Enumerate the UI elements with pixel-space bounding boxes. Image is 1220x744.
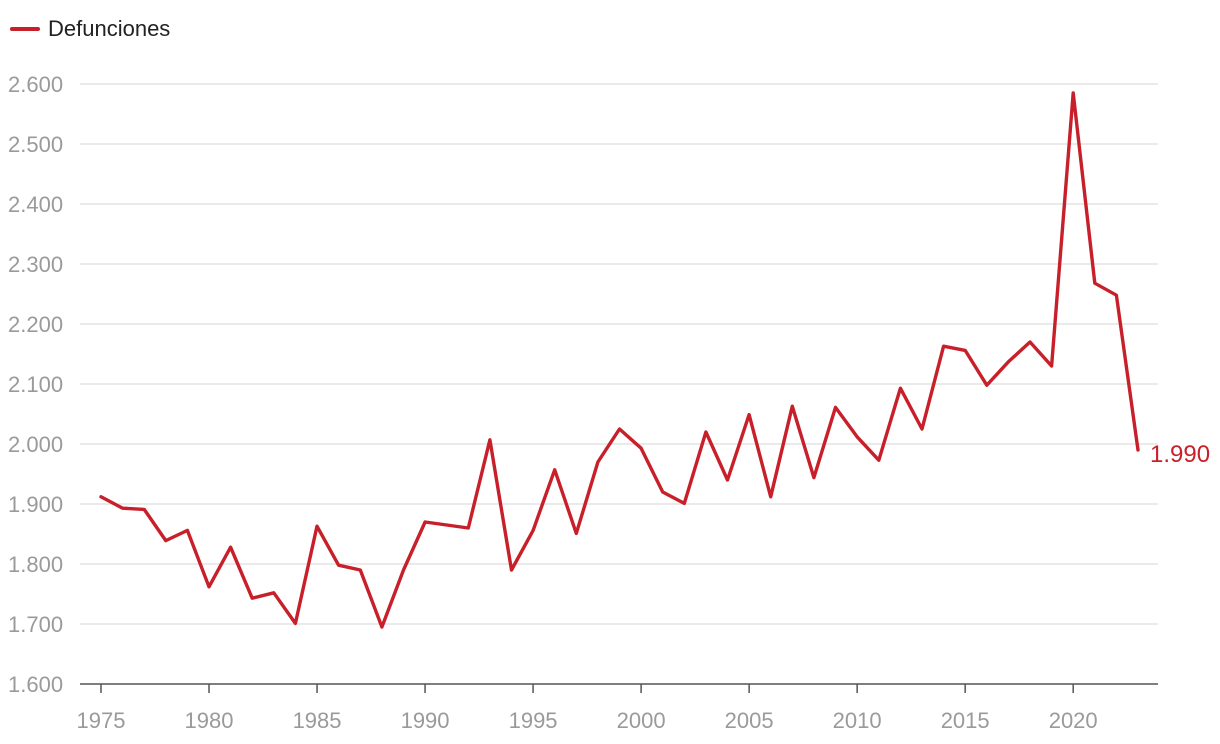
legend-label: Defunciones [48, 16, 171, 41]
y-tick-label: 1.600 [8, 672, 63, 697]
y-tick-label: 2.000 [8, 432, 63, 457]
x-tick-label: 2015 [941, 708, 990, 733]
series-line-defunciones [99, 91, 1140, 629]
x-tick-label: 1995 [509, 708, 558, 733]
y-tick-label: 1.900 [8, 492, 63, 517]
end-value-label: 1.990 [1150, 441, 1210, 468]
x-tick-label: 1990 [401, 708, 450, 733]
y-tick-label: 2.100 [8, 372, 63, 397]
x-tick-label: 1985 [293, 708, 342, 733]
x-tick-label: 1980 [185, 708, 234, 733]
legend-line-swatch [10, 27, 40, 31]
x-tick-label: 2000 [617, 708, 666, 733]
x-tick-label: 2010 [833, 708, 882, 733]
gridlines [80, 83, 1158, 625]
y-tick-label: 2.300 [8, 252, 63, 277]
y-tick-label: 1.700 [8, 612, 63, 637]
y-axis-ticks: 1.600 1.700 1.800 1.900 2.000 2.100 2.200 2.300… [8, 72, 63, 697]
legend: Defunciones [10, 16, 170, 42]
y-tick-label: 2.200 [8, 312, 63, 337]
y-tick-label: 2.600 [8, 72, 63, 97]
x-tick-label: 1975 [77, 708, 126, 733]
series-layer [99, 91, 1140, 629]
y-tick-label: 2.400 [8, 192, 63, 217]
x-tick-label: 2005 [725, 708, 774, 733]
y-tick-label: 1.800 [8, 552, 63, 577]
y-tick-label: 2.500 [8, 132, 63, 157]
x-axis: 1975 1980 1985 1990 1995 2000 2005 2010 2015 2020 [77, 683, 1158, 733]
x-tick-label: 2020 [1049, 708, 1098, 733]
